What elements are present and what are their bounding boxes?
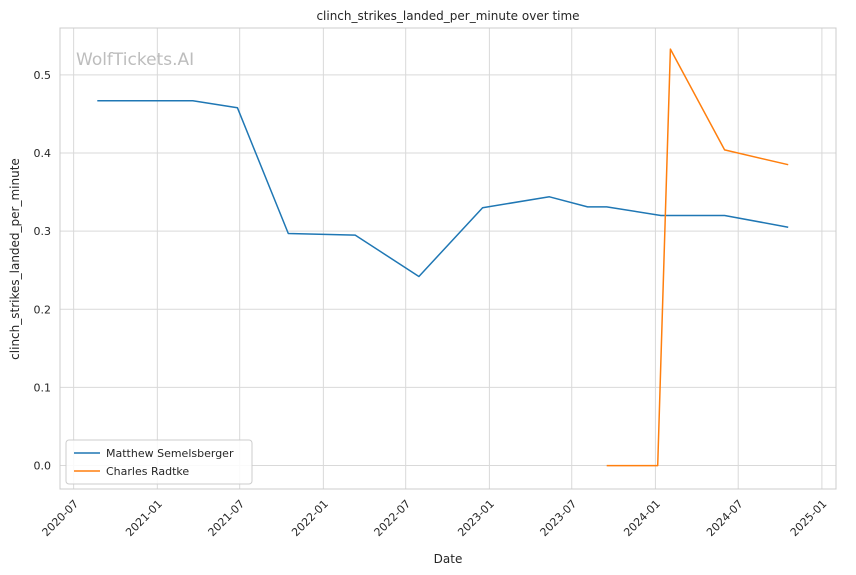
x-tick-label: 2025-01 bbox=[788, 497, 830, 539]
grid bbox=[60, 28, 836, 489]
x-tick-label: 2023-07 bbox=[538, 497, 580, 539]
legend-box bbox=[65, 439, 253, 485]
x-tick-label: 2024-07 bbox=[704, 497, 746, 539]
x-tick-label: 2023-01 bbox=[455, 497, 497, 539]
watermark: WolfTickets.AI bbox=[76, 50, 194, 70]
x-tick-label: 2022-07 bbox=[372, 497, 414, 539]
y-tick-label: 0.1 bbox=[34, 381, 52, 394]
series-layer bbox=[97, 48, 789, 467]
y-tick-label: 0.2 bbox=[34, 303, 52, 316]
y-tick-label: 0.0 bbox=[34, 460, 52, 473]
legend-label-matthew-semelsberger: Matthew Semelsberger bbox=[106, 447, 234, 460]
y-tick-label: 0.5 bbox=[34, 69, 52, 82]
y-axis-title: clinch_strikes_landed_per_minute bbox=[8, 158, 22, 360]
y-tick-label: 0.4 bbox=[34, 147, 52, 160]
x-tick-label: 2022-01 bbox=[289, 497, 331, 539]
x-tick-label: 2021-07 bbox=[206, 497, 248, 539]
chart-title: clinch_strikes_landed_per_minute over ti… bbox=[316, 9, 579, 23]
x-tick-label: 2024-01 bbox=[621, 497, 663, 539]
x-tick-label: 2021-01 bbox=[123, 497, 165, 539]
series-line-charles-radtke bbox=[606, 48, 789, 467]
x-axis-title: Date bbox=[434, 552, 463, 566]
series-line-matthew-semelsberger bbox=[97, 99, 789, 278]
legend-label-charles-radtke: Charles Radtke bbox=[106, 465, 189, 478]
legend: Matthew Semelsberger Charles Radtke bbox=[65, 439, 253, 485]
y-tick-label: 0.3 bbox=[34, 225, 52, 238]
x-tick-label: 2020-07 bbox=[40, 497, 82, 539]
plot-frame bbox=[59, 27, 837, 490]
